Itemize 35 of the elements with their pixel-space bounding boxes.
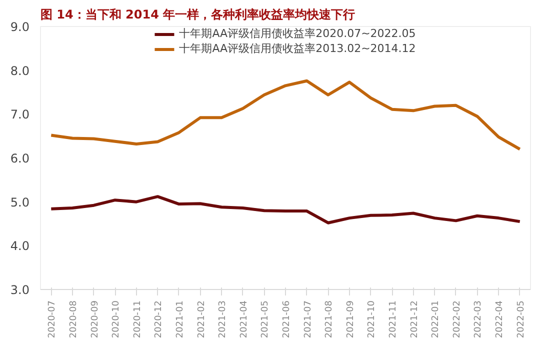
legend-label: 十年期AA评级信用债收益率2020.07~2022.05 [179,26,416,41]
y-tick-label: 7.0 [10,108,30,122]
x-tick-label: 2022-02 [452,300,462,338]
y-tick-label: 8.0 [10,64,30,78]
x-tick-label: 2021-03 [218,300,228,338]
x-tick-label: 2020-10 [112,300,122,338]
x-tick-label: 2020-11 [132,300,143,338]
y-tick-label: 6.0 [10,152,30,166]
y-tick-label: 3.0 [10,283,30,297]
x-tick-label: 2022-03 [474,300,484,338]
x-tick-label: 2021-11 [388,300,399,338]
x-tick-label: 2021-04 [239,300,250,338]
x-tick-label: 2021-09 [346,300,356,338]
x-tick-label: 2021-10 [367,300,378,338]
x-tick-label: 2022-01 [431,300,442,338]
x-tick-label: 2021-02 [196,300,207,338]
x-tick-label: 2020-08 [68,300,79,338]
x-tick-label: 2021-07 [303,300,314,338]
x-tick-label: 2020-07 [48,300,58,338]
x-tick-label: 2021-12 [410,300,420,338]
x-tick-label: 2021-08 [324,300,335,338]
x-tick-label: 2020-09 [90,300,100,338]
x-tick-label: 2021-05 [260,300,271,338]
line-series [50,195,522,224]
x-tick-label: 2021-06 [282,300,292,338]
y-tick-label: 4.0 [10,239,30,254]
y-tick-label: 5.0 [10,195,30,210]
chart-title: 图 14：当下和 2014 年一样，各种利率收益率均快速下行 [40,8,356,22]
legend-label: 十年期AA评级信用债收益率2013.02~2014.12 [179,41,416,56]
x-tick-label: 2022-04 [495,300,506,338]
x-tick-label: 2021-01 [175,300,186,338]
x-tick-label: 2020-12 [154,300,164,338]
line-series [50,79,522,151]
y-tick-label: 9.0 [10,20,30,34]
x-tick-label: 2022-05 [516,300,526,338]
